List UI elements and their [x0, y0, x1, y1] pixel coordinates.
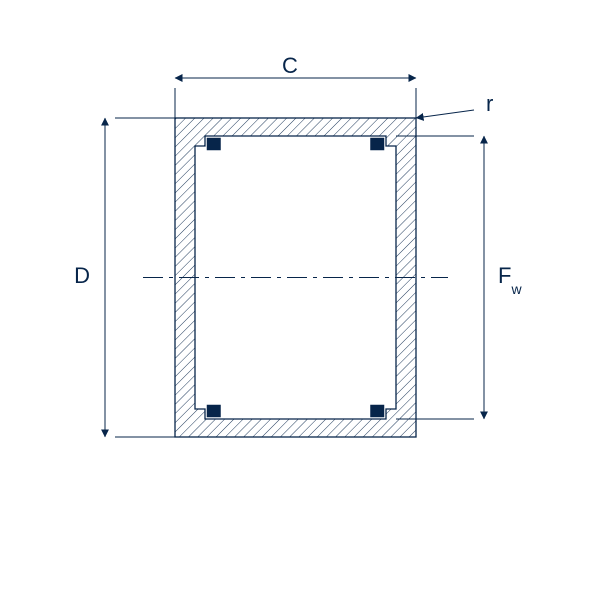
roller	[207, 405, 221, 417]
roller	[371, 138, 385, 150]
dim-c-label: C	[282, 53, 298, 78]
dim-fw-label: Fw	[498, 263, 522, 297]
roller	[371, 405, 385, 417]
dim-d-label: D	[74, 263, 90, 288]
roller	[207, 138, 221, 150]
r-leader	[416, 110, 474, 118]
r-label: r	[486, 91, 493, 116]
